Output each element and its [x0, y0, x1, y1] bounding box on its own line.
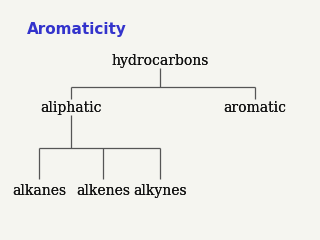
Text: Aromaticity: Aromaticity	[27, 22, 127, 37]
Text: alkanes: alkanes	[12, 184, 67, 198]
Text: alkynes: alkynes	[0, 239, 1, 240]
Text: hydrocarbons: hydrocarbons	[111, 54, 209, 68]
Text: alkenes: alkenes	[76, 184, 130, 198]
Text: aromatic: aromatic	[224, 101, 287, 115]
Text: hydrocarbons: hydrocarbons	[0, 239, 1, 240]
Text: alkynes: alkynes	[133, 184, 187, 198]
Text: hydrocarbons: hydrocarbons	[111, 54, 209, 68]
Text: aliphatic: aliphatic	[40, 101, 102, 115]
Text: aliphatic: aliphatic	[0, 239, 1, 240]
Text: alkenes: alkenes	[0, 239, 1, 240]
Text: alkanes: alkanes	[0, 239, 1, 240]
Text: aromatic: aromatic	[224, 101, 287, 115]
Text: aromatic: aromatic	[0, 239, 1, 240]
Text: alkenes: alkenes	[76, 184, 130, 198]
Text: alkynes: alkynes	[133, 184, 187, 198]
Text: aliphatic: aliphatic	[40, 101, 102, 115]
Text: alkanes: alkanes	[12, 184, 67, 198]
